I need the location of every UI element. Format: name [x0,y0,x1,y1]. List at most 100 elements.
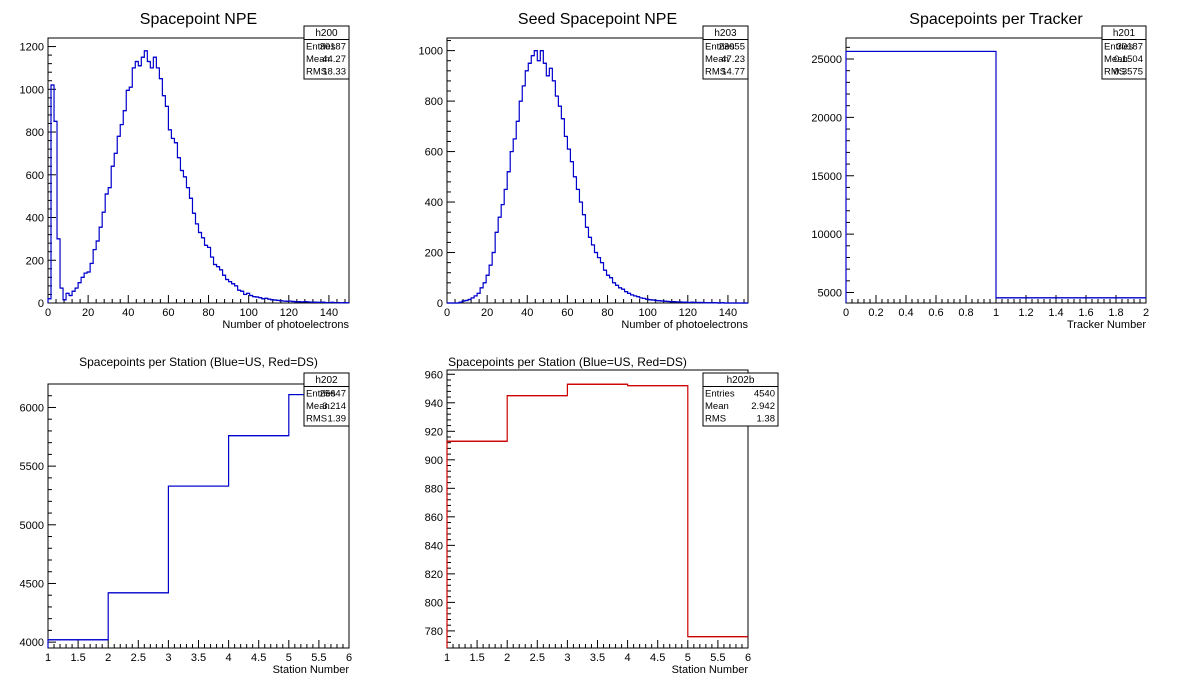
x-tick-label: 3 [564,652,570,664]
x-tick-label: 5.5 [710,652,725,664]
x-tick-label: 0 [843,307,849,319]
x-tick-label: 2.5 [131,652,146,664]
y-tick-label: 4000 [20,637,44,649]
y-tick-label: 800 [425,96,443,108]
x-tick-label: 6 [346,652,352,664]
y-tick-label: 0 [38,298,44,310]
y-tick-label: 5000 [20,520,44,532]
chart-title: Spacepoints per Station (Blue=US, Red=DS… [448,355,687,369]
y-tick-label: 800 [425,597,443,609]
chart-title: Spacepoints per Station (Blue=US, Red=DS… [79,355,318,369]
x-tick-label: 1 [45,652,51,664]
stats-label: RMS [705,67,726,78]
stats-box-frame [303,25,350,80]
x-tick-label: 0 [45,307,51,319]
y-tick-label: 20000 [811,112,842,124]
x-axis-label: Station Number [273,664,350,676]
x-tick-label: 1 [993,307,999,319]
y-tick-label: 940 [425,398,443,410]
stats-label: RMS [306,67,327,78]
histogram-panel-h202b: Spacepoints per Station (Blue=US, Red=DS… [425,355,779,676]
stats-value: 0.1504 [1114,54,1143,65]
x-tick-label: 1.4 [1048,307,1063,319]
y-tick-label: 200 [425,248,443,260]
histogram-panel-h203: Seed Spacepoint NPE 0 20 40 60 80 100 120 140 0 20… [419,11,749,331]
x-tick-label: 1.5 [70,652,85,664]
x-axis-label: Tracker Number [1067,319,1146,331]
y-tick-label: 1200 [20,42,44,54]
stats-label: RMS [306,414,327,425]
stats-value: 30187 [320,42,346,53]
x-tick-label: 2.5 [530,652,545,664]
x-tick-label: 1.5 [469,652,484,664]
x-tick-label: 0.8 [958,307,973,319]
stats-label: Mean [306,54,330,65]
y-tick-label: 400 [26,213,44,225]
stats-value: 47.23 [721,54,745,65]
chart-title: Spacepoints per Tracker [909,11,1083,28]
stats-value: 0.3575 [1114,67,1143,78]
x-tick-label: 2 [1143,307,1149,319]
x-tick-label: 140 [320,307,338,319]
stats-label: Mean [1104,54,1128,65]
y-tick-label: 900 [425,455,443,467]
x-tick-label: 120 [280,307,298,319]
stats-value: 14.77 [721,67,745,78]
stats-name: h200 [315,28,338,39]
x-tick-label: 5.5 [311,652,326,664]
x-tick-label: 1.8 [1108,307,1123,319]
stats-value: 30187 [1117,42,1143,53]
x-axis-label: Station Number [672,664,749,676]
x-tick-label: 3.5 [191,652,206,664]
x-tick-label: 3.5 [590,652,605,664]
x-tick-label: 100 [239,307,257,319]
stats-value: 3.214 [322,401,346,412]
stats-box-frame [702,372,779,427]
stats-box-frame [303,372,350,427]
histogram-line [845,50,1146,303]
x-tick-label: 20 [481,307,493,319]
stats-value: 4540 [754,389,775,400]
y-tick-label: 600 [425,147,443,159]
y-tick-label: 10000 [811,229,842,241]
histogram-panel-h200: Spacepoint NPE 0 20 40 60 80 100 120 140 0 200 400 6… [20,11,350,331]
histogram-line [47,393,349,648]
stats-value: 1.39 [328,414,347,425]
x-tick-label: 0.6 [928,307,943,319]
y-tick-label: 1000 [419,46,443,58]
x-tick-label: 6 [745,652,751,664]
y-tick-label: 5000 [818,287,842,299]
x-tick-label: 3 [165,652,171,664]
stats-value: 1.38 [757,414,776,425]
x-tick-label: 40 [122,307,134,319]
x-tick-label: 60 [561,307,573,319]
x-tick-label: 80 [601,307,613,319]
x-tick-label: 120 [679,307,697,319]
stats-value: 23055 [719,42,745,53]
stats-value: 25647 [320,389,346,400]
y-tick-label: 880 [425,483,443,495]
y-tick-label: 200 [26,255,44,267]
x-tick-label: 4 [625,652,631,664]
y-tick-label: 1000 [20,84,44,96]
x-tick-label: 1 [444,652,450,664]
plot-frame [446,37,749,304]
x-tick-label: 40 [521,307,533,319]
stats-label: Entries [1104,42,1134,53]
x-tick-label: 1.2 [1018,307,1033,319]
y-tick-label: 960 [425,369,443,381]
x-tick-label: 4.5 [650,652,665,664]
y-tick-label: 15000 [811,171,842,183]
stats-value: 2.942 [751,401,775,412]
y-tick-label: 25000 [811,54,842,66]
stats-name: h202b [727,375,755,386]
chart-title: Spacepoint NPE [140,11,257,28]
stats-name: h202 [315,375,338,386]
x-tick-label: 4 [226,652,232,664]
y-tick-label: 4500 [20,578,44,590]
x-tick-label: 4.5 [251,652,266,664]
